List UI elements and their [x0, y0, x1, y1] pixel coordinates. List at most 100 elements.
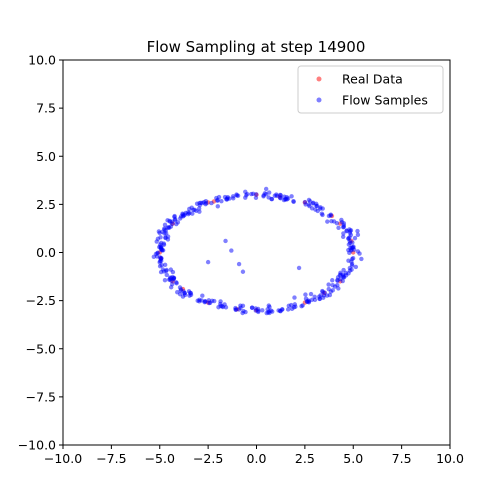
flow-sample-point	[305, 299, 310, 305]
flow-sample-point	[334, 220, 340, 226]
y-tick-label: 7.5	[36, 101, 56, 116]
flow-sample-point	[302, 199, 308, 205]
flow-sample-point	[292, 295, 297, 300]
flow-sample-point	[162, 262, 168, 268]
flow-sample-point	[201, 200, 207, 205]
x-tick-label: −2.5	[193, 451, 223, 466]
flow-samples-series	[151, 186, 364, 316]
flow-sample-point	[230, 194, 236, 199]
legend: Real Data Flow Samples	[297, 65, 444, 114]
flow-sample-point	[289, 306, 295, 311]
flow-sample-point	[160, 229, 165, 235]
flow-sample-point	[187, 210, 192, 216]
flow-sample-point	[322, 290, 327, 295]
x-axis: −10.0 −7.5 −5.0 −2.5 0.0 2.5 5.0 7.5 10.0	[44, 445, 464, 466]
legend-marker-real-data	[316, 76, 322, 82]
flow-sample-point	[266, 190, 272, 195]
y-axis: −10.0 −7.5 −5.0 −2.5 0.0 2.5 5.0 7.5 10.0	[18, 53, 63, 453]
flow-sample-point	[318, 205, 323, 210]
flow-sample-point	[328, 212, 333, 217]
flow-sample-point	[174, 281, 179, 286]
flow-sample-point	[324, 293, 330, 298]
flow-sample-point	[207, 300, 213, 306]
flow-sample-point	[212, 298, 217, 304]
x-tick-label: −10.0	[44, 451, 82, 466]
flow-sample-point	[159, 255, 164, 261]
flow-sample-point	[253, 195, 259, 200]
x-tick-label: 0.0	[247, 451, 267, 466]
flow-sample-point	[296, 265, 302, 271]
flow-sample-point	[162, 277, 168, 283]
flow-sample-point	[312, 294, 317, 300]
flow-sample-point	[347, 235, 352, 240]
flow-sample-point	[349, 263, 355, 268]
flow-sample-point	[164, 267, 169, 273]
flow-sample-point	[155, 250, 161, 255]
y-tick-label: −7.5	[26, 389, 56, 404]
x-tick-label: −7.5	[96, 451, 126, 466]
flow-sample-point	[353, 264, 359, 270]
flow-sample-point	[158, 240, 164, 246]
legend-box	[297, 65, 444, 114]
legend-marker-flow-samples	[316, 97, 322, 103]
flow-sample-point	[163, 231, 169, 236]
flow-sample-point	[346, 271, 351, 276]
flow-sample-point	[216, 194, 222, 200]
flow-sample-point	[330, 278, 335, 283]
flow-sample-point	[256, 309, 261, 315]
y-tick-label: 0.0	[36, 245, 56, 260]
flow-sample-point	[194, 208, 199, 214]
flow-sample-point	[158, 244, 163, 250]
plot-area	[151, 186, 364, 316]
flow-sample-point	[339, 217, 344, 223]
chart-title: Flow Sampling at step 14900	[147, 38, 366, 56]
flow-sample-point	[233, 307, 238, 312]
flow-sample-point	[220, 304, 226, 310]
flow-sample-point	[249, 305, 255, 310]
flow-sample-point	[303, 292, 308, 297]
flow-sample-point	[224, 197, 230, 202]
flow-sample-point	[317, 296, 322, 302]
y-tick-label: −2.5	[26, 293, 56, 308]
flow-sample-point	[260, 308, 265, 313]
flow-sample-point	[266, 310, 271, 315]
x-tick-label: 7.5	[392, 451, 412, 466]
x-tick-label: 10.0	[436, 451, 464, 466]
flow-sample-point	[164, 272, 169, 278]
flow-sample-point	[168, 267, 174, 272]
flow-sample-point	[234, 193, 240, 198]
flow-sample-point	[219, 198, 224, 204]
flow-sample-point	[261, 193, 266, 198]
flow-sample-point	[154, 239, 159, 244]
flow-sample-point	[355, 228, 360, 234]
flow-sample-point	[240, 269, 246, 274]
flow-sample-point	[306, 197, 312, 203]
flow-sample-point	[341, 267, 346, 273]
flow-sample-point	[160, 267, 166, 272]
flow-sample-point	[335, 278, 340, 284]
flow-sample-point	[253, 192, 259, 197]
flow-sample-point	[167, 218, 172, 224]
flow-sample-point	[183, 210, 188, 216]
flow-sample-point	[160, 248, 166, 253]
flow-sample-point	[171, 275, 177, 280]
flow-sample-point	[320, 212, 325, 218]
flow-sample-point	[308, 291, 314, 297]
flow-sample-point	[344, 228, 349, 233]
flow-sample-point	[172, 217, 178, 223]
flow-sample-point	[350, 245, 356, 250]
flow-sample-point	[197, 297, 202, 302]
y-tick-label: 10.0	[28, 53, 56, 68]
flow-sample-point	[293, 304, 298, 309]
flow-sample-point	[326, 282, 331, 287]
flow-sample-point	[215, 204, 220, 209]
flow-sample-point	[178, 214, 184, 219]
legend-label-flow-samples: Flow Samples	[342, 93, 428, 108]
flow-sample-point	[269, 196, 275, 202]
flow-sample-point	[340, 278, 345, 284]
flow-sample-point	[355, 249, 361, 254]
flow-sample-point	[346, 242, 352, 247]
legend-label-real-data: Real Data	[342, 72, 403, 87]
flow-sample-point	[196, 206, 202, 211]
flow-sample-point	[200, 293, 205, 298]
